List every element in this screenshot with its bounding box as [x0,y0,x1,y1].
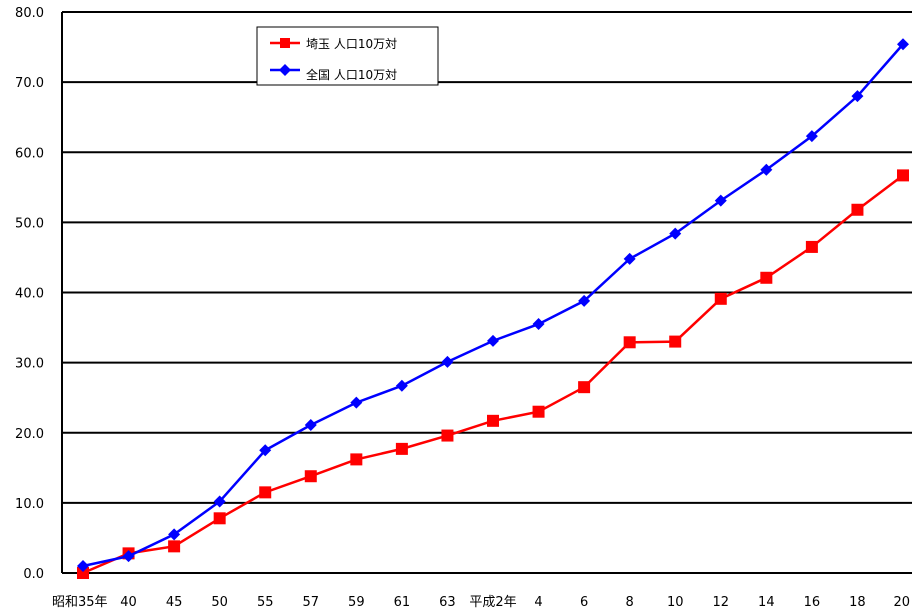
data-point [578,381,591,394]
data-point [487,414,499,427]
data-point [213,512,226,525]
x-tick-label: 昭和35年 [52,595,108,610]
data-point [259,444,272,457]
series-1 [77,38,909,572]
y-tick-label: 60.0 [15,146,44,161]
data-point [714,194,727,207]
x-tick-label: 10 [667,595,684,610]
y-tick-label: 70.0 [15,76,44,91]
legend: 埼玉 人口10万対 全国 人口10万対 [256,26,439,86]
data-point [395,442,408,455]
series-group [77,38,909,579]
data-point [532,318,545,331]
x-tick-label: 63 [439,595,456,610]
data-point [259,486,272,499]
legend-marker-saitama [280,38,290,48]
data-point [714,292,727,305]
data-point [122,550,135,563]
x-tick-label: 14 [758,595,775,610]
data-point [851,90,864,103]
data-point [623,336,636,349]
gridlines [62,11,912,504]
data-point [851,203,864,216]
y-tick-label: 50.0 [15,216,44,231]
x-tick-label: 20 [893,595,910,610]
legend-label-saitama: 埼玉 人口10万対 [306,37,397,51]
axes [61,12,912,574]
data-point [304,470,317,483]
data-point [669,227,682,240]
data-point [669,335,682,348]
x-tick-label: 55 [257,595,274,610]
x-tick-label: 45 [166,595,183,610]
x-tick-label: 12 [713,595,730,610]
x-tick-label: 16 [804,595,821,610]
data-point [623,252,636,265]
x-tick-label: 平成2年 [469,595,516,610]
x-tick-label: 59 [348,595,365,610]
legend-marker-zenkoku [279,64,291,76]
data-point [350,396,363,409]
data-point [213,495,226,508]
data-point [760,163,773,176]
x-tick-label: 57 [303,595,320,610]
x-tick-label: 18 [849,595,866,610]
data-point [168,528,181,541]
x-tick-label: 6 [580,595,588,610]
x-tick-label: 50 [211,595,228,610]
data-point [897,169,909,182]
data-point [532,405,545,418]
data-point [441,429,454,442]
x-tick-label: 8 [626,595,634,610]
data-point [578,294,591,307]
series-0 [77,169,909,579]
y-tick-label: 0.0 [23,567,44,582]
data-point [805,240,818,253]
y-tick-label: 10.0 [15,497,44,512]
y-tick-label: 30.0 [15,357,44,372]
data-point [77,567,89,579]
data-point [168,540,181,553]
y-tick-labels: 0.0 10.0 20.0 30.0 40.0 50.0 60.0 70.0 80.0 [15,6,44,582]
x-tick-label: 4 [534,595,542,610]
data-point [487,334,499,347]
x-tick-labels: 昭和35年 40 45 50 55 57 59 61 63 平成2年 4 6 8 10 12 14 16 18 20 [52,595,910,610]
data-point [77,559,89,572]
y-tick-label: 40.0 [15,287,44,302]
data-point [760,271,773,284]
data-point [805,130,818,143]
legend-label-zenkoku: 全国 人口10万対 [306,67,397,82]
y-tick-label: 20.0 [15,427,44,442]
data-point [441,355,454,368]
series-line [82,174,904,575]
legend-box [256,26,439,86]
data-point [350,453,363,466]
series-line [82,43,904,568]
x-tick-label: 61 [394,595,411,610]
x-tick-label: 40 [120,595,137,610]
data-point [897,38,909,51]
data-point [304,419,317,432]
data-point [395,379,408,392]
y-tick-label: 80.0 [15,6,44,21]
